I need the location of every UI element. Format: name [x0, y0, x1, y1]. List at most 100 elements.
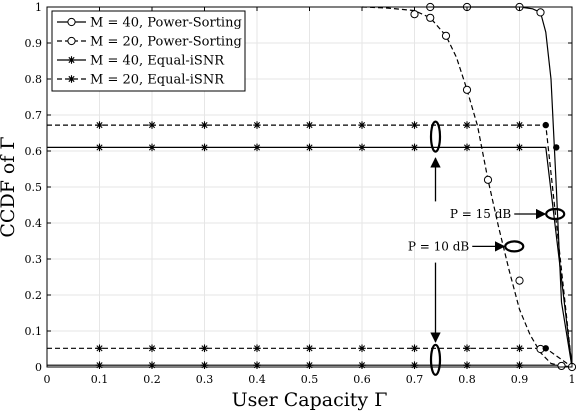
series-3-point	[148, 121, 156, 129]
asterisk-stroke	[201, 345, 208, 352]
series-5-line	[47, 347, 573, 368]
series-1-point	[462, 85, 472, 94]
series-5-point	[358, 344, 366, 353]
legend-box	[51, 10, 246, 92]
series-3-point	[95, 121, 104, 129]
asterisk-stroke	[201, 122, 208, 129]
series-3-point	[253, 121, 261, 129]
highlight-ellipse	[504, 240, 525, 253]
series-3-point	[358, 121, 366, 129]
x-tick-label: 0.5	[301, 373, 319, 386]
series-5-point	[253, 344, 261, 353]
y-tick-label: 0.8	[25, 73, 43, 86]
y-tick-label: 0.4	[25, 217, 43, 230]
x-tick-label: 0.2	[143, 373, 161, 386]
y-tick-label: 0.2	[25, 289, 43, 302]
asterisk-stroke	[516, 345, 523, 352]
annotations: P = 15 dB P = 10 dB	[408, 120, 566, 376]
series-5-point	[410, 344, 419, 353]
legend-label: M = 20, Equal-iSNR	[90, 73, 225, 88]
asterisk-stroke	[516, 122, 523, 129]
asterisk-stroke	[68, 56, 75, 64]
series-5-point	[463, 344, 471, 353]
asterisk-stroke	[148, 345, 156, 352]
asterisk-stroke	[201, 144, 208, 151]
series-5-point	[95, 344, 104, 353]
series-1-point	[441, 31, 451, 40]
legend-swatch-marker	[67, 36, 76, 46]
series-5-point	[305, 344, 314, 353]
x-tick-label: 0.3	[196, 373, 214, 386]
series-3-point	[463, 121, 471, 129]
series-2-point	[463, 143, 471, 152]
x-tick-label: 0.8	[458, 373, 476, 386]
series-1-point	[483, 175, 493, 184]
series-1-point	[557, 361, 566, 371]
x-tick-label: 0	[44, 373, 51, 386]
series-3-point	[200, 121, 209, 129]
annotation-label-1: P = 10 dB	[408, 239, 470, 253]
axis-ticks: 0 0.1 0.2 0.3 0.4 0.5 0.6 0.7 0.8 0.9 1 0 0.1 0.2 0.3 0…	[25, 1, 576, 386]
y-tick-label: 0.6	[25, 145, 43, 158]
asterisk-stroke	[306, 144, 313, 151]
asterisk-stroke	[68, 75, 75, 83]
x-tick-label: 1	[569, 373, 576, 386]
x-tick-label: 0.7	[406, 373, 424, 386]
x-tick-label: 0.1	[91, 373, 109, 386]
y-tick-label: 0	[35, 361, 42, 374]
series-5-point	[515, 344, 524, 353]
series-2-point	[358, 143, 366, 152]
asterisk-stroke	[516, 144, 523, 151]
x-tick-label: 0.4	[248, 373, 266, 386]
asterisk-stroke	[358, 122, 366, 129]
series-5-point	[148, 344, 156, 353]
asterisk-stroke	[463, 345, 471, 352]
series-0-point	[536, 8, 545, 17]
legend-label: M = 40, Equal-iSNR	[90, 54, 225, 69]
highlight-ellipse	[429, 120, 442, 153]
asterisk-stroke	[96, 122, 103, 129]
asterisk-stroke	[253, 122, 261, 129]
series-2-line	[47, 146, 573, 368]
series-2-point	[200, 143, 209, 152]
series-3-point	[305, 121, 314, 129]
series-1-point	[410, 10, 419, 19]
x-tick-label: 0.6	[353, 373, 371, 386]
legend-swatch-marker	[67, 17, 76, 27]
asterisk-stroke	[306, 345, 313, 352]
asterisk-stroke	[96, 144, 103, 151]
series-4-line	[47, 364, 573, 368]
y-tick-label: 0.3	[25, 253, 43, 266]
asterisk-stroke	[96, 345, 103, 352]
asterisk-stroke	[411, 122, 418, 129]
y-tick-label: 0.9	[25, 37, 43, 50]
highlight-ellipse	[429, 343, 442, 376]
x-axis-title: User Capacity Γ	[232, 389, 388, 411]
asterisk-stroke	[463, 122, 471, 129]
series-2-point	[95, 143, 104, 152]
legend-swatch-marker	[67, 75, 76, 83]
x-tick-label: 0.9	[511, 373, 529, 386]
series-2-point	[515, 143, 524, 152]
series-3-line	[47, 124, 573, 368]
series-1-point	[515, 276, 524, 285]
asterisk-stroke	[411, 144, 418, 151]
series-2-point	[253, 143, 261, 152]
asterisk-stroke	[253, 345, 261, 352]
series-2-point	[305, 143, 314, 152]
y-tick-label: 1	[35, 1, 42, 14]
legend-label: M = 20, Power-Sorting	[90, 35, 242, 50]
asterisk-stroke	[411, 345, 418, 352]
asterisk-stroke	[358, 345, 366, 352]
series-2-point	[148, 143, 156, 152]
drop-point	[553, 144, 560, 151]
y-tick-label: 0.5	[25, 181, 43, 194]
asterisk-stroke	[148, 144, 156, 151]
drop-point	[542, 345, 549, 352]
annotation-label-0: P = 15 dB	[450, 207, 512, 221]
series-2-point	[410, 143, 419, 152]
y-tick-label: 0.1	[25, 325, 43, 338]
legend-swatch-marker	[67, 56, 76, 64]
